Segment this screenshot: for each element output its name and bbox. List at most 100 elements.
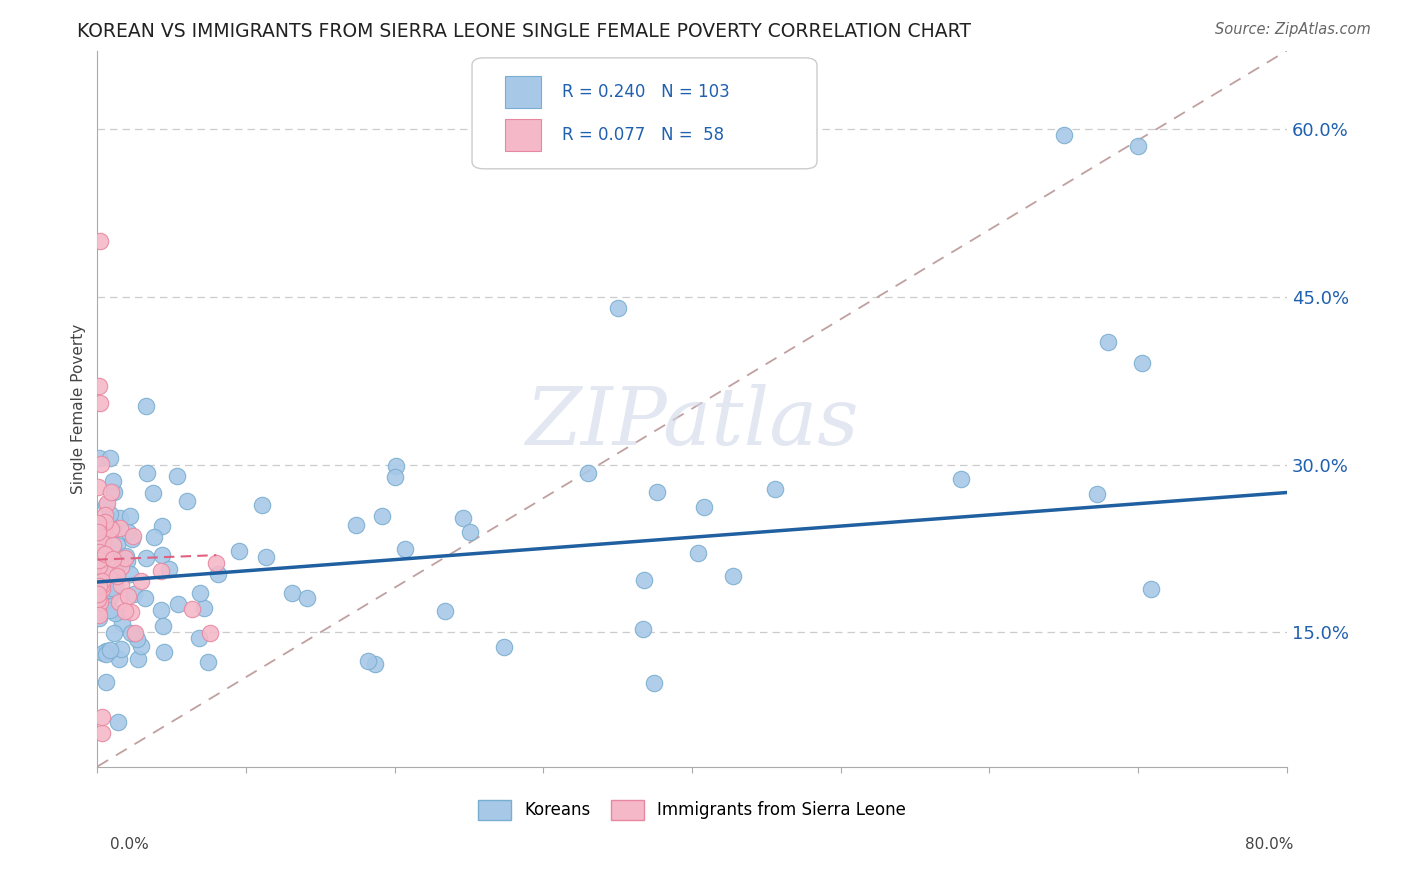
Point [686, 546, 709, 560]
Y-axis label: Single Female Poverty: Single Female Poverty [72, 324, 86, 494]
Point [89, 598, 111, 612]
Point [228, 544, 250, 558]
Point [120, 626, 142, 640]
Point [645, 484, 668, 499]
FancyBboxPatch shape [505, 76, 541, 108]
Point [100, 581, 122, 595]
Point [101, 538, 124, 552]
Point [97, 566, 120, 581]
Point [150, 518, 173, 533]
Point [90, 540, 112, 554]
FancyBboxPatch shape [472, 58, 817, 169]
Point [98, 642, 121, 657]
Point [129, 574, 152, 588]
Text: Source: ZipAtlas.com: Source: ZipAtlas.com [1215, 22, 1371, 37]
Point [110, 642, 132, 657]
Point [152, 619, 174, 633]
Point [89, 396, 111, 410]
Point [98, 508, 121, 522]
Point [643, 675, 665, 690]
Point [101, 519, 124, 533]
Point [135, 551, 157, 566]
Point [763, 482, 786, 496]
Point [370, 508, 392, 523]
Point [110, 578, 132, 592]
Point [176, 493, 198, 508]
Point [108, 511, 131, 525]
Point [1085, 487, 1108, 501]
Point [90, 457, 112, 471]
Point [94, 647, 117, 661]
Point [152, 644, 174, 658]
Point [87, 480, 110, 494]
Point [104, 579, 127, 593]
Point [1053, 128, 1076, 142]
Point [87, 525, 110, 540]
Point [87, 596, 110, 610]
Point [108, 595, 131, 609]
Point [117, 589, 139, 603]
Point [89, 553, 111, 567]
Point [188, 585, 211, 599]
Text: KOREAN VS IMMIGRANTS FROM SIERRA LEONE SINGLE FEMALE POVERTY CORRELATION CHART: KOREAN VS IMMIGRANTS FROM SIERRA LEONE S… [77, 22, 972, 41]
Point [103, 484, 125, 499]
Point [198, 626, 221, 640]
Point [124, 626, 146, 640]
Point [96, 495, 118, 509]
Point [90, 555, 112, 569]
Point [94, 675, 117, 690]
Point [103, 545, 125, 559]
Point [1130, 356, 1153, 370]
Point [384, 470, 406, 484]
Point [90, 710, 112, 724]
Point [111, 615, 134, 630]
Point [87, 608, 110, 623]
Point [344, 517, 367, 532]
Point [94, 515, 117, 529]
Point [129, 639, 152, 653]
Point [142, 486, 165, 500]
Point [89, 234, 111, 248]
Point [98, 582, 121, 597]
Point [91, 582, 114, 596]
Point [157, 562, 180, 576]
Point [115, 554, 138, 568]
Point [98, 590, 121, 604]
Point [385, 458, 408, 473]
Text: R = 0.077   N =  58: R = 0.077 N = 58 [562, 126, 724, 144]
Point [89, 574, 111, 589]
Point [94, 508, 117, 523]
Point [433, 604, 456, 618]
Point [87, 516, 110, 531]
Point [87, 601, 110, 615]
Point [107, 652, 129, 666]
Point [104, 545, 127, 559]
Point [121, 533, 143, 547]
Point [103, 626, 125, 640]
Point [120, 566, 142, 581]
Point [89, 610, 111, 624]
Point [1097, 334, 1119, 349]
Point [101, 522, 124, 536]
Point [117, 524, 139, 539]
Point [94, 548, 117, 562]
Point [197, 655, 219, 669]
Point [89, 558, 111, 573]
Point [100, 485, 122, 500]
Point [94, 566, 117, 580]
Point [87, 524, 110, 538]
Point [91, 535, 114, 549]
Point [120, 605, 142, 619]
Point [125, 632, 148, 647]
Point [631, 623, 654, 637]
Point [394, 542, 416, 557]
Point [166, 468, 188, 483]
Point [96, 643, 118, 657]
Point [949, 472, 972, 486]
Point [107, 715, 129, 730]
Point [122, 587, 145, 601]
Point [90, 549, 112, 563]
Point [91, 518, 114, 533]
Point [188, 631, 211, 645]
Point [104, 606, 127, 620]
